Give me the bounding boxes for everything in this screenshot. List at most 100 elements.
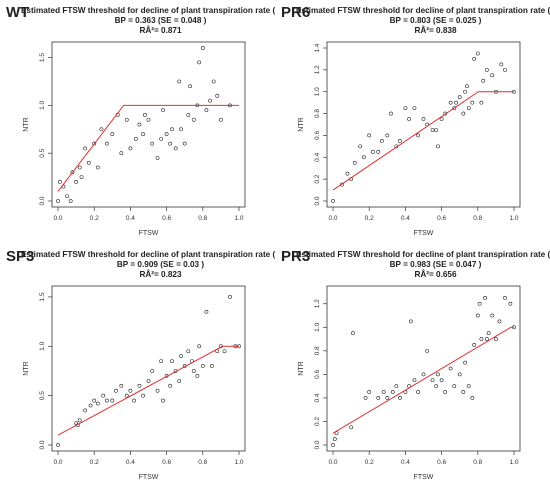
data-point <box>490 73 495 78</box>
data-point <box>503 295 507 300</box>
plot-frame <box>51 41 246 208</box>
data-point <box>349 425 354 430</box>
data-point <box>497 319 502 324</box>
chart-subtitle-bp: BP = 0.983 (SE = 0.047 ) <box>390 260 482 269</box>
data-point <box>179 127 183 132</box>
scatter-chart: Estimated FTSW threshold for decline of … <box>21 6 292 237</box>
plot-frame <box>51 285 246 452</box>
data-point <box>68 199 73 203</box>
data-point <box>215 93 220 98</box>
data-point <box>370 149 375 154</box>
data-point <box>146 378 151 383</box>
x-tick-label: 1.0 <box>234 459 243 466</box>
data-point <box>416 133 420 138</box>
data-point <box>461 111 466 116</box>
data-point <box>463 360 468 365</box>
x-tick-label: 0.0 <box>53 459 62 466</box>
chart-panel-wt: WT Estimated FTSW threshold for decline o… <box>0 0 292 243</box>
data-point <box>161 108 165 113</box>
data-point <box>499 62 504 67</box>
y-tick-label: 1.4 <box>314 43 321 52</box>
data-point <box>142 113 147 117</box>
chart-subtitle-r2: RÂ²= 0.823 <box>139 268 182 279</box>
data-point <box>119 151 124 156</box>
data-point <box>161 398 165 403</box>
chart-subtitle-bp: BP = 0.909 (SE = 0.03 ) <box>117 260 205 269</box>
data-point <box>358 144 363 149</box>
data-point <box>99 127 104 132</box>
x-tick-label: 0.6 <box>162 459 171 466</box>
data-point <box>150 141 155 146</box>
y-tick-label: 0.2 <box>314 174 321 183</box>
x-tick-label: 1.0 <box>234 215 243 222</box>
y-tick-label: 0.6 <box>314 369 321 378</box>
data-point <box>133 136 138 141</box>
panel-label: PR6 <box>281 4 311 21</box>
data-point <box>128 146 133 151</box>
data-point <box>484 337 489 341</box>
data-point <box>385 396 390 400</box>
x-axis-label: FTSW <box>414 230 434 237</box>
data-point <box>465 84 469 89</box>
data-point <box>439 378 444 383</box>
y-tick-label: 0.4 <box>314 393 321 402</box>
data-point <box>164 132 169 136</box>
data-point <box>436 144 440 149</box>
data-point <box>186 113 191 117</box>
chart-title: Estimated FTSW threshold for decline of … <box>21 6 275 15</box>
x-tick-label: 0.2 <box>365 459 374 466</box>
x-tick-label: 0.4 <box>401 459 410 466</box>
data-point <box>228 295 232 299</box>
y-tick-label: 0.0 <box>314 440 321 449</box>
chart-panel-pr6: PR6 Estimated FTSW threshold for decline … <box>275 0 550 243</box>
x-tick-label: 0.8 <box>198 459 207 466</box>
data-point <box>56 443 60 447</box>
data-point <box>367 133 372 138</box>
y-tick-label: 1.5 <box>39 292 46 301</box>
data-point <box>475 313 480 318</box>
data-point <box>484 67 489 72</box>
plot-frame <box>326 41 521 208</box>
fit-line <box>57 345 239 436</box>
data-point <box>398 138 402 143</box>
data-point <box>222 349 227 354</box>
data-point <box>197 344 202 349</box>
data-point <box>57 179 62 184</box>
data-point <box>436 372 440 377</box>
data-point <box>92 398 97 403</box>
data-point <box>408 319 413 324</box>
x-tick-label: 0.0 <box>328 215 337 222</box>
x-tick-label: 0.6 <box>437 459 446 466</box>
x-tick-label: 1.0 <box>509 459 518 466</box>
data-point <box>83 408 88 413</box>
y-axis-label: NTR <box>298 117 305 131</box>
panel-label: WT <box>6 4 30 21</box>
data-point <box>79 175 84 179</box>
chart-panel-sp3: SP3 Estimated FTSW threshold for decline … <box>0 244 292 487</box>
data-point <box>188 84 193 89</box>
y-tick-label: 0.0 <box>314 196 321 205</box>
data-point <box>454 100 458 105</box>
data-point <box>177 79 182 84</box>
y-tick-label: 0.8 <box>314 109 321 118</box>
data-point <box>486 331 491 336</box>
chart-subtitle-bp: BP = 0.803 (SE = 0.025 ) <box>390 16 482 25</box>
data-point <box>463 89 468 94</box>
data-point <box>452 384 457 389</box>
data-point <box>179 354 183 359</box>
chart-title: Estimated FTSW threshold for decline of … <box>296 6 550 15</box>
data-point <box>159 359 164 363</box>
data-point <box>88 403 93 408</box>
x-tick-label: 0.4 <box>401 215 410 222</box>
data-point <box>128 388 133 393</box>
y-axis-label: NTR <box>298 361 305 375</box>
data-point <box>352 160 357 165</box>
data-point <box>200 364 205 368</box>
data-point <box>168 141 173 146</box>
data-point <box>141 132 145 136</box>
data-point <box>331 199 335 203</box>
data-point <box>146 117 151 122</box>
data-point <box>92 141 97 146</box>
x-axis-label: FTSW <box>414 474 434 481</box>
scatter-chart: Estimated FTSW threshold for decline of … <box>21 250 292 481</box>
